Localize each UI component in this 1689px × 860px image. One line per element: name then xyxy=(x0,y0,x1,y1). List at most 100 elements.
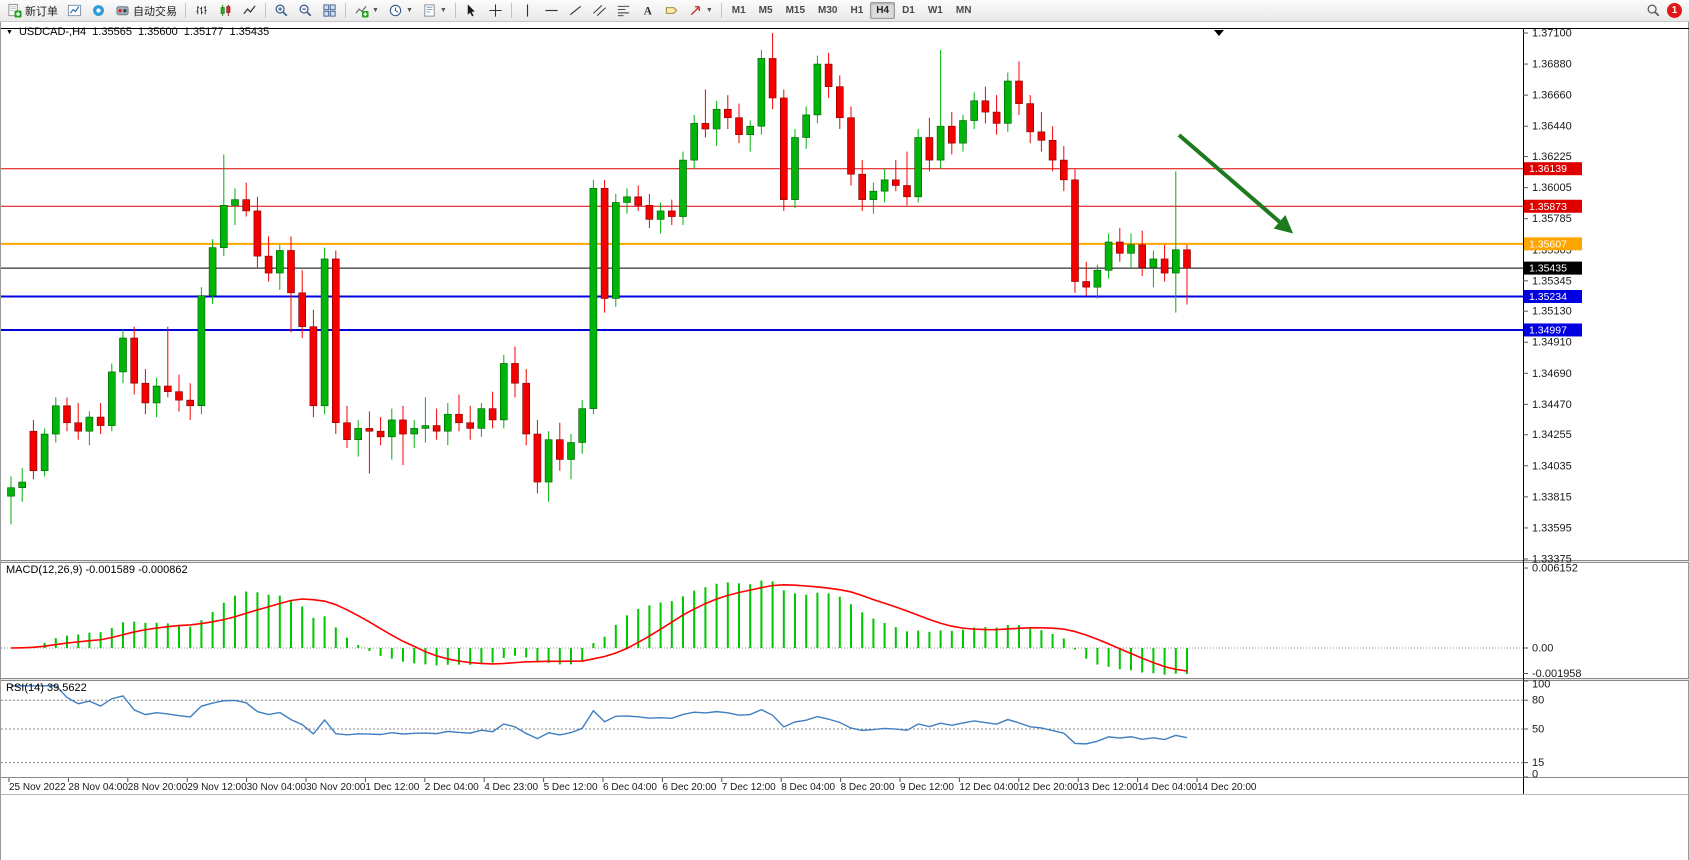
chart-canvas[interactable]: 1.37100 1.36880 1.36660 1.36440 1.36225 1.360… xyxy=(1,22,1689,860)
candle-body xyxy=(611,202,620,299)
candle-body xyxy=(1093,269,1102,288)
new-order-button[interactable]: 新订单 xyxy=(3,1,62,20)
time-axis-label: 2 Dec 04:00 xyxy=(425,782,479,793)
horizontal-line-button[interactable] xyxy=(540,1,563,20)
time-axis-label: 6 Dec 20:00 xyxy=(662,782,716,793)
trendline-button[interactable] xyxy=(564,1,587,20)
price-axis-label: 1.34910 xyxy=(1532,337,1572,349)
candle-body xyxy=(74,422,82,432)
tile-windows-button[interactable] xyxy=(318,1,341,20)
candle-body xyxy=(63,405,71,424)
community-button[interactable] xyxy=(87,1,110,20)
templates-button[interactable]: ▼ xyxy=(418,1,451,20)
panel-separator[interactable] xyxy=(1,560,1689,563)
toolbar-separator xyxy=(720,3,722,18)
candle-body xyxy=(152,385,161,404)
candle-body xyxy=(186,399,194,407)
candle-body xyxy=(813,63,822,116)
candle-body xyxy=(802,114,811,138)
timeframe-w1-button[interactable]: W1 xyxy=(927,5,943,16)
candle-body xyxy=(421,425,430,429)
candle-body xyxy=(1071,179,1079,282)
line-chart-type-button[interactable] xyxy=(238,1,261,20)
candle-body xyxy=(1082,281,1090,288)
candle-body xyxy=(455,413,463,424)
candle-body xyxy=(959,120,967,144)
fibonacci-button[interactable] xyxy=(612,1,635,20)
periods-icon xyxy=(389,4,402,17)
bar-chart-type-button[interactable] xyxy=(190,1,213,20)
candle-body xyxy=(936,125,945,161)
candle-body xyxy=(522,382,531,435)
search-icon[interactable] xyxy=(1646,3,1661,18)
label-icon xyxy=(665,7,678,14)
candle-body xyxy=(858,173,867,200)
bar-chart-type-icon xyxy=(196,5,207,15)
timeframe-m30-button[interactable]: M30 xyxy=(818,5,838,16)
label-button[interactable] xyxy=(660,1,683,20)
candlestick-chart-type-button[interactable] xyxy=(214,1,237,20)
vertical-line-button[interactable] xyxy=(516,1,539,20)
candle-body xyxy=(656,210,665,220)
channel-icon xyxy=(592,4,606,17)
candle-body xyxy=(768,58,777,99)
ohlc-open: 1.35565 xyxy=(92,26,132,38)
candle-body xyxy=(847,117,855,175)
new-order-label: 新订单 xyxy=(25,5,58,18)
timeframe-h4-button[interactable]: H4 xyxy=(870,2,896,19)
timeframe-d1-button[interactable]: D1 xyxy=(902,5,915,16)
macd-signal-line xyxy=(10,584,1188,672)
zoom-in-button[interactable] xyxy=(270,1,293,20)
time-axis-label: 28 Nov 04:00 xyxy=(68,782,128,793)
timeframe-m1-button[interactable]: M1 xyxy=(731,5,746,16)
time-axis-label: 14 Dec 20:00 xyxy=(1197,782,1257,793)
candle-body xyxy=(343,422,351,440)
timeframe-m5-button[interactable]: M5 xyxy=(758,5,773,16)
arrows-button[interactable]: ▼ xyxy=(684,1,717,20)
new-chart-button[interactable] xyxy=(63,1,86,20)
rsi-axis-label: 50 xyxy=(1532,724,1544,736)
time-axis-label: 8 Dec 04:00 xyxy=(781,782,835,793)
candle-body xyxy=(914,137,923,198)
zoom-out-button[interactable] xyxy=(294,1,317,20)
toolbar-right-group: 1 xyxy=(1646,3,1686,18)
timeframe-h1-button[interactable]: H1 xyxy=(850,5,864,16)
candle-body xyxy=(791,137,799,200)
timeframe-m15-button[interactable]: M15 xyxy=(785,5,806,16)
candle-body xyxy=(130,337,138,384)
macd-axis-label: 0.006152 xyxy=(1532,563,1578,575)
periods-button[interactable]: ▼ xyxy=(384,1,417,20)
trend-arrow-annotation[interactable] xyxy=(1177,133,1294,234)
chart-shift-marker-icon[interactable] xyxy=(1214,30,1224,36)
text-button[interactable]: A xyxy=(636,1,659,20)
price-tag-label: 1.36139 xyxy=(1529,163,1567,175)
horizontal-line-icon xyxy=(545,9,558,12)
time-axis-label: 6 Dec 04:00 xyxy=(603,782,657,793)
channel-button[interactable] xyxy=(588,1,611,20)
candle-body xyxy=(903,185,911,198)
timeframe-mn-button[interactable]: MN xyxy=(955,5,972,16)
chart-expander-icon[interactable]: ▼ xyxy=(6,28,13,36)
panel-separator[interactable] xyxy=(1,678,1689,681)
candle-body xyxy=(354,428,363,440)
candle-body xyxy=(1003,80,1012,124)
price-axis-label: 1.34470 xyxy=(1532,399,1572,411)
indicators-button[interactable]: ▼ xyxy=(350,1,383,20)
price-tag-label: 1.34997 xyxy=(1529,324,1567,336)
time-axis-label: 29 Nov 12:00 xyxy=(187,782,247,793)
candle-body xyxy=(1037,131,1046,141)
autotrading-label: 自动交易 xyxy=(133,5,177,18)
candle-body xyxy=(981,100,990,113)
notifications-badge[interactable]: 1 xyxy=(1667,3,1682,18)
rsi-axis-label: 100 xyxy=(1532,679,1550,691)
candle-body xyxy=(51,405,60,435)
autotrading-button[interactable]: 自动交易 xyxy=(111,1,181,20)
vertical-line-icon xyxy=(526,4,528,17)
crosshair-button[interactable] xyxy=(484,1,507,20)
price-axis-label: 1.33815 xyxy=(1532,491,1572,503)
candle-body xyxy=(208,247,217,296)
cursor-button[interactable] xyxy=(460,1,483,20)
candle-body xyxy=(488,408,497,421)
price-axis-label: 1.36225 xyxy=(1532,151,1572,163)
candle-body xyxy=(555,439,564,460)
